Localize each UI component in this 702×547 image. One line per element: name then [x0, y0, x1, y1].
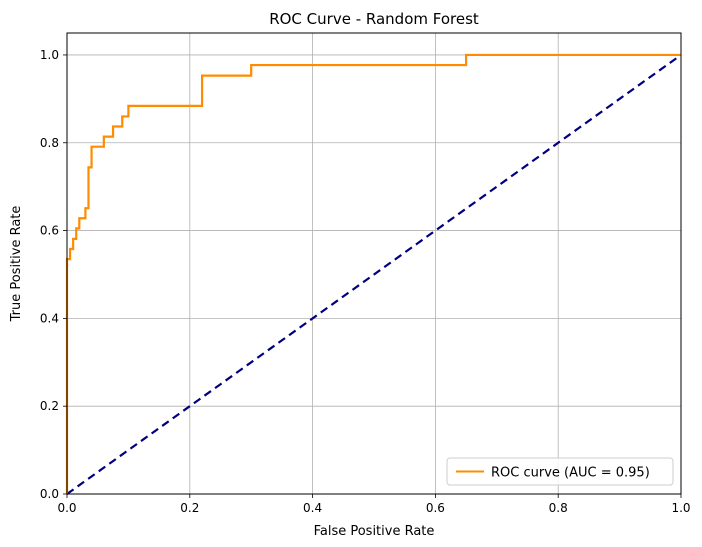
chart-title: ROC Curve - Random Forest: [269, 10, 479, 28]
legend: ROC curve (AUC = 0.95): [446, 457, 674, 486]
y-tick-label: 0.8: [40, 136, 59, 150]
y-axis-ticks: 0.0 0.2 0.4 0.6 0.8 1.0: [40, 48, 67, 501]
legend-box: [446, 457, 674, 486]
plot-series: [65, 53, 682, 495]
y-tick-label: 0.0: [40, 487, 59, 501]
x-axis-label: False Positive Rate: [314, 524, 435, 539]
x-tick-label: 0.6: [426, 501, 445, 515]
y-tick-label: 1.0: [40, 48, 59, 62]
x-tick-label: 0.0: [57, 501, 76, 515]
grid-lines: [66, 33, 682, 495]
x-tick-label: 1.0: [671, 501, 690, 515]
x-axis-ticks: 0.0 0.2 0.4 0.6 0.8 1.0: [57, 494, 691, 515]
legend-label-roc: ROC curve (AUC = 0.95): [491, 466, 650, 481]
y-axis-label: True Positive Rate: [9, 206, 24, 323]
x-tick-label: 0.2: [180, 501, 199, 515]
roc-curve-line: [65, 53, 681, 494]
plot-frame: [66, 32, 682, 495]
x-tick-label: 0.4: [303, 501, 322, 515]
x-tick-label: 0.8: [549, 501, 568, 515]
y-tick-label: 0.2: [40, 399, 59, 413]
y-tick-label: 0.4: [40, 311, 59, 325]
y-tick-label: 0.6: [40, 224, 59, 238]
chance-diagonal-line: [66, 54, 682, 495]
